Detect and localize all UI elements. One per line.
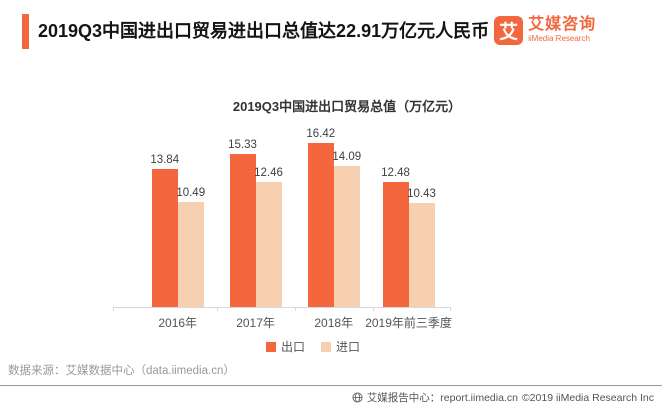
axis-tick bbox=[450, 307, 451, 311]
axis-tick bbox=[216, 307, 218, 311]
bar-column: 12.48 bbox=[381, 167, 410, 307]
globe-icon bbox=[352, 392, 363, 403]
logo-name-cn: 艾媒咨询 bbox=[528, 16, 597, 33]
bar-value-label: 13.84 bbox=[150, 153, 180, 166]
legend-label: 出口 bbox=[280, 340, 305, 354]
bar-value-label: 12.46 bbox=[254, 167, 283, 180]
legend-item: 出口 bbox=[265, 338, 305, 355]
legend-swatch-icon bbox=[321, 341, 331, 352]
bar-column: 10.49 bbox=[176, 187, 206, 307]
import-bar-2 bbox=[255, 182, 282, 307]
bar-value-label: 14.09 bbox=[332, 151, 362, 164]
export-bar-2 bbox=[229, 153, 256, 307]
x-axis-label: 2016年 bbox=[158, 316, 198, 330]
legend-label: 进口 bbox=[336, 340, 361, 354]
bar-value-label: 16.42 bbox=[306, 127, 336, 140]
export-bar-1 bbox=[151, 168, 178, 307]
export-bar-4 bbox=[382, 182, 409, 307]
x-axis-label: 2018年 bbox=[314, 316, 354, 330]
bar-column: 14.09 bbox=[332, 151, 362, 307]
axis-tick bbox=[294, 307, 296, 311]
legend-swatch-icon bbox=[265, 341, 276, 352]
bar-column: 12.46 bbox=[254, 167, 283, 307]
legend-item: 进口 bbox=[321, 338, 360, 355]
axis-tick bbox=[372, 307, 374, 311]
bar-group-2: 15.33 12.46 bbox=[228, 138, 283, 307]
bar-value-label: 10.43 bbox=[407, 187, 436, 200]
import-bar-1 bbox=[177, 202, 204, 307]
bar-column: 16.42 bbox=[306, 127, 336, 307]
chart-title: 2019Q3中国进出口贸易总值（万亿元） bbox=[232, 99, 462, 114]
export-bar-3 bbox=[307, 142, 334, 307]
header-accent-bar bbox=[22, 14, 29, 49]
bar-value-label: 12.48 bbox=[381, 167, 410, 180]
logo-text: 艾媒咨询 iiMedia Research bbox=[528, 16, 596, 44]
iimedia-logo-icon: 艾 bbox=[494, 16, 524, 45]
data-source-note: 数据来源：艾媒数据中心（data.iimedia.cn） bbox=[8, 365, 235, 377]
page-title: 2019Q3中国进出口贸易进出口总值达22.91万亿元人民币 bbox=[38, 21, 490, 41]
bar-group-4: 12.48 10.43 bbox=[381, 167, 436, 307]
header: 2019Q3中国进出口贸易进出口总值达22.91万亿元人民币 艾 艾媒咨询 ii… bbox=[22, 12, 652, 51]
import-bar-3 bbox=[333, 166, 360, 307]
import-bar-4 bbox=[408, 202, 435, 307]
logo-name-en: iiMedia Research bbox=[528, 34, 590, 43]
bar-value-label: 10.49 bbox=[176, 187, 206, 200]
iimedia-logo: 艾 艾媒咨询 iiMedia Research bbox=[494, 12, 596, 45]
x-axis-label: 2019年前三季度 bbox=[365, 316, 452, 330]
bar-group-3: 16.42 14.09 bbox=[306, 127, 362, 307]
bar-column: 13.84 bbox=[150, 153, 180, 307]
footer: 艾媒报告中心：report.iimedia.cn ©2019 iiMedia R… bbox=[352, 390, 654, 405]
bar-group-1: 13.84 10.49 bbox=[150, 153, 206, 307]
chart-legend: 出口 进口 bbox=[0, 338, 644, 355]
plot-area: 13.84 10.49 2016年 15.33 12.46 2017年 16.42 14.09… bbox=[113, 127, 452, 330]
footer-copyright: ©2019 iiMedia Research Inc bbox=[521, 391, 654, 404]
bar-column: 10.43 bbox=[407, 187, 436, 307]
footer-divider bbox=[0, 385, 662, 386]
x-axis-label: 2017年 bbox=[236, 316, 275, 330]
footer-report-center: 艾媒报告中心：report.iimedia.cn bbox=[366, 392, 518, 404]
bar-column: 15.33 bbox=[228, 138, 257, 307]
logo-glyph: 艾 bbox=[499, 22, 519, 43]
axis-tick bbox=[113, 307, 114, 311]
bar-value-label: 15.33 bbox=[228, 138, 257, 151]
